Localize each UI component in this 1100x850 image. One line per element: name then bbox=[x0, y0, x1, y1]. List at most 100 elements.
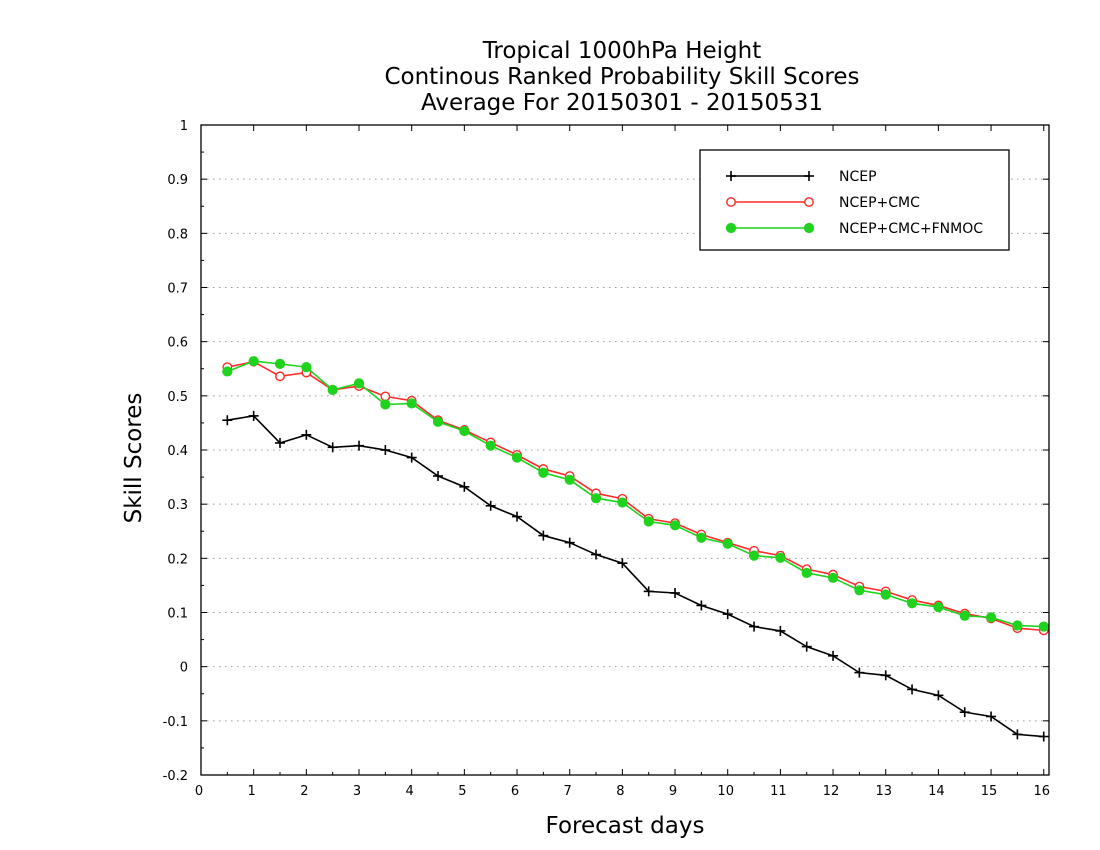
data-point bbox=[670, 588, 681, 598]
data-point bbox=[854, 667, 865, 678]
legend-label: NCEP bbox=[839, 169, 877, 185]
y-tick-label: 0.7 bbox=[167, 282, 188, 297]
data-point bbox=[432, 416, 444, 427]
y-tick-label: 0.9 bbox=[167, 173, 188, 188]
axis-ticks: 0 1 2 3 4 5 6 7 8 9 10 11 12 13 14 15 16-0.2-0.100.10.20… bbox=[163, 119, 1050, 799]
data-point bbox=[538, 530, 549, 541]
data-point bbox=[1038, 621, 1049, 632]
title-line-2: Continous Ranked Probability Skill Score… bbox=[384, 64, 859, 90]
x-tick-label: 2 bbox=[300, 784, 308, 799]
data-point bbox=[380, 391, 391, 402]
y-tick-label: 0.4 bbox=[167, 444, 188, 459]
data-point bbox=[722, 609, 733, 620]
data-point bbox=[801, 641, 812, 652]
data-point bbox=[459, 481, 470, 492]
data-point bbox=[617, 558, 628, 569]
data-point bbox=[275, 371, 285, 382]
title-line-1: Tropical 1000hPa Height bbox=[482, 38, 762, 64]
data-point bbox=[485, 440, 496, 451]
data-point bbox=[643, 516, 654, 527]
data-point bbox=[511, 452, 523, 463]
data-point bbox=[485, 500, 496, 511]
data-point bbox=[985, 612, 997, 623]
data-point bbox=[353, 378, 365, 389]
data-point bbox=[933, 601, 944, 613]
legend-box bbox=[699, 149, 1010, 251]
series-layer bbox=[222, 356, 1049, 742]
data-point bbox=[959, 707, 970, 718]
data-point bbox=[248, 356, 259, 367]
data-point bbox=[959, 610, 970, 621]
data-point bbox=[801, 567, 812, 579]
data-point bbox=[301, 429, 312, 440]
y-tick-label: 0.8 bbox=[167, 227, 188, 242]
data-point bbox=[222, 366, 233, 377]
y-tick-label: 0 bbox=[180, 661, 188, 676]
data-point bbox=[907, 684, 918, 695]
series-0 bbox=[222, 410, 1049, 742]
legend-entry: NCEP bbox=[726, 169, 877, 185]
data-point bbox=[380, 445, 391, 455]
x-axis-label: Forecast days bbox=[546, 813, 705, 839]
data-point bbox=[564, 474, 575, 485]
y-tick-label: 0.3 bbox=[167, 498, 188, 513]
data-point bbox=[827, 572, 839, 583]
y-tick-label: 0.6 bbox=[167, 336, 188, 351]
data-point bbox=[1012, 620, 1023, 631]
x-tick-label: 3 bbox=[353, 784, 361, 799]
data-point bbox=[1012, 729, 1023, 740]
data-point bbox=[617, 497, 628, 508]
x-tick-label: 12 bbox=[823, 784, 840, 799]
legend-label: NCEP+CMC bbox=[839, 195, 920, 211]
legend-marker bbox=[726, 197, 736, 207]
x-tick-label: 0 bbox=[195, 784, 203, 799]
data-point bbox=[538, 467, 549, 478]
y-tick-label: 1 bbox=[180, 119, 188, 134]
data-point bbox=[880, 589, 891, 600]
x-tick-label: 10 bbox=[717, 784, 734, 799]
data-point bbox=[459, 425, 470, 437]
legend-marker bbox=[725, 222, 737, 234]
data-point bbox=[854, 585, 865, 596]
legend-marker bbox=[803, 222, 815, 234]
legend-marker bbox=[726, 171, 736, 181]
y-tick-label: -0.1 bbox=[163, 715, 188, 730]
data-point bbox=[433, 471, 444, 481]
data-point bbox=[986, 711, 997, 722]
data-point bbox=[591, 549, 602, 560]
data-point bbox=[354, 440, 365, 451]
x-tick-label: 6 bbox=[511, 784, 519, 799]
data-point bbox=[1038, 731, 1049, 742]
data-point bbox=[406, 398, 417, 409]
x-tick-label: 15 bbox=[981, 784, 998, 799]
x-tick-label: 1 bbox=[248, 784, 256, 799]
y-tick-label: 0.2 bbox=[167, 552, 188, 567]
x-tick-label: 8 bbox=[616, 784, 624, 799]
data-point bbox=[906, 598, 918, 609]
data-point bbox=[775, 552, 786, 563]
title-line-3: Average For 20150301 - 20150531 bbox=[421, 90, 823, 116]
data-point bbox=[564, 537, 575, 548]
legend-entry: NCEP+CMC bbox=[726, 195, 920, 211]
data-point bbox=[696, 532, 707, 543]
data-point bbox=[512, 511, 523, 522]
series-2 bbox=[222, 356, 1049, 632]
x-tick-label: 14 bbox=[928, 784, 945, 799]
data-point bbox=[222, 415, 233, 426]
x-tick-label: 5 bbox=[458, 784, 466, 799]
legend-entry: NCEP+CMC+FNMOC bbox=[725, 221, 983, 237]
data-point bbox=[722, 538, 733, 549]
x-tick-label: 4 bbox=[406, 784, 414, 799]
legend: NCEP NCEP+CMC NCEP+CMC+FNMOC bbox=[699, 149, 1010, 251]
x-tick-label: 13 bbox=[875, 784, 892, 799]
data-point bbox=[327, 442, 338, 453]
data-point bbox=[669, 520, 681, 531]
x-tick-label: 9 bbox=[669, 784, 677, 799]
legend-marker bbox=[804, 197, 814, 207]
data-point bbox=[748, 550, 760, 561]
data-point bbox=[380, 399, 391, 410]
data-point bbox=[590, 493, 602, 504]
